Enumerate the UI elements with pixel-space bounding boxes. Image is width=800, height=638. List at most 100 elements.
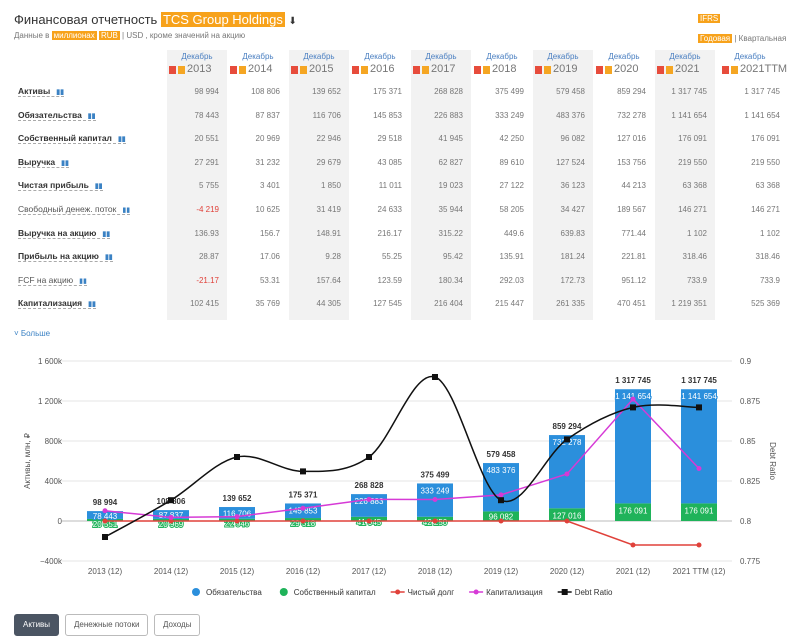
report-icon[interactable] (483, 66, 490, 74)
row-name[interactable]: FCF на акцию (18, 274, 74, 285)
report-icon[interactable] (178, 66, 185, 74)
cell: 216.17 (377, 228, 402, 238)
report-icon[interactable] (731, 66, 738, 74)
chart-icon[interactable]: ▮▮ (79, 277, 87, 285)
row-name[interactable]: Чистая прибыль (18, 180, 89, 191)
row-name[interactable]: Собственный капитал (18, 133, 112, 144)
cell: 148.91 (316, 228, 341, 238)
line-point (630, 404, 636, 411)
row-name[interactable]: Активы (18, 86, 51, 96)
chart-icon[interactable]: ▮▮ (87, 112, 96, 120)
cell: 156.7 (259, 228, 280, 238)
period-alt[interactable]: Квартальная (738, 34, 787, 43)
cell: 1 850 (320, 181, 341, 191)
report-icon[interactable] (422, 66, 429, 74)
currency[interactable]: RUB (98, 31, 120, 40)
cell: 1 317 745 (671, 87, 707, 96)
pdf-icon[interactable] (291, 66, 298, 74)
total-label: 579 458 (487, 450, 516, 459)
cell: 732 278 (617, 110, 646, 120)
cell: 1 317 745 (744, 87, 780, 96)
x-tick-label: 2020 (12) (550, 567, 585, 576)
row-name[interactable]: Выручка на акцию (18, 227, 97, 238)
line-point (498, 497, 504, 504)
chart-icon[interactable]: ▮▮ (61, 159, 69, 167)
row-name[interactable]: Свободный денеж. поток (18, 204, 117, 214)
cell: 10 625 (255, 205, 280, 214)
row-name[interactable]: Выручка (18, 156, 56, 167)
pdf-icon[interactable] (352, 66, 359, 74)
line-point (168, 514, 174, 520)
pdf-icon[interactable] (474, 66, 481, 74)
bar-label: 20 551 (93, 520, 118, 529)
report-icon[interactable] (666, 66, 673, 74)
tab[interactable]: Денежные потоки (65, 614, 149, 636)
cell: 17.06 (259, 252, 280, 262)
cell: 261 335 (556, 299, 585, 309)
chart-icon[interactable]: ▮▮ (56, 89, 64, 96)
pdf-icon[interactable] (413, 66, 420, 74)
standard-label[interactable]: IFRS (698, 14, 721, 23)
units[interactable]: миллионах (51, 31, 97, 40)
column-year: 2020 (614, 63, 639, 75)
more-link-text[interactable]: Больше (20, 329, 51, 338)
currency-alt[interactable]: USD (126, 31, 144, 40)
standard[interactable]: IFRS (698, 14, 721, 23)
line-point (168, 497, 174, 504)
chart: −400k 0 400k 800k 1 200k 1 600k 0.775 0.8 0.825 0… (23, 357, 777, 597)
pdf-icon[interactable] (535, 66, 542, 74)
row-name[interactable]: Обязательства (18, 109, 82, 120)
legend-label: Капитализация (486, 588, 543, 597)
bar (615, 503, 651, 521)
report-icon[interactable] (300, 66, 307, 74)
report-icon[interactable] (605, 66, 612, 74)
cell: 19 023 (438, 181, 463, 191)
pdf-icon[interactable] (596, 66, 603, 74)
pdf-icon[interactable] (657, 66, 664, 74)
report-icon[interactable] (361, 66, 368, 74)
cell: 127 545 (373, 299, 402, 309)
row-label: Активы ▮▮ (18, 86, 64, 97)
bar-label: 333 249 (421, 486, 450, 495)
bar-label: 78 443 (93, 512, 118, 521)
chart-icon[interactable]: ▮▮ (117, 136, 126, 144)
row-name[interactable]: Капитализация (18, 298, 83, 309)
line-point (432, 496, 438, 502)
company[interactable]: TCS Group Holdings (160, 12, 285, 27)
pdf-icon[interactable] (230, 66, 237, 74)
cell: 29 679 (316, 157, 341, 167)
more-link[interactable]: ˅ Больше (14, 329, 51, 338)
column-year: 2016 (370, 63, 395, 75)
x-tick-label: 2013 (12) (88, 567, 123, 576)
cell: 136.93 (194, 228, 219, 238)
tab[interactable]: Доходы (154, 614, 201, 636)
chart-icon[interactable]: ▮▮ (104, 254, 113, 262)
download-icon[interactable]: ⬇ (288, 16, 297, 27)
column-year: 2017 (431, 63, 456, 75)
bar (153, 510, 189, 519)
report-icon[interactable] (239, 66, 246, 74)
cell: 268 828 (434, 87, 463, 96)
line-point (564, 436, 570, 443)
tab[interactable]: Активы (14, 614, 60, 636)
period[interactable]: Годовая (698, 34, 733, 43)
report-icon[interactable] (544, 66, 551, 74)
line-point (234, 454, 240, 460)
line (105, 520, 699, 546)
cell: 1 219 351 (671, 299, 707, 309)
cell: 579 458 (556, 87, 585, 96)
column-month: Декабрь (181, 52, 213, 61)
chart-icon[interactable]: ▮▮ (122, 207, 131, 214)
cell: 20 969 (255, 134, 280, 144)
y-tick-label: −400k (40, 557, 63, 566)
cell: 449.6 (503, 228, 524, 238)
pdf-icon[interactable] (722, 66, 729, 74)
row-name[interactable]: Прибыль на акцию (18, 251, 99, 262)
chart-icon[interactable]: ▮▮ (94, 183, 103, 191)
column-month: Декабрь (425, 52, 457, 61)
chart-icon[interactable]: ▮▮ (102, 230, 111, 238)
pdf-icon[interactable] (169, 66, 176, 74)
chart-icon[interactable]: ▮▮ (88, 301, 96, 309)
cell: 58 205 (499, 205, 524, 214)
total-label: 98 994 (93, 498, 118, 507)
